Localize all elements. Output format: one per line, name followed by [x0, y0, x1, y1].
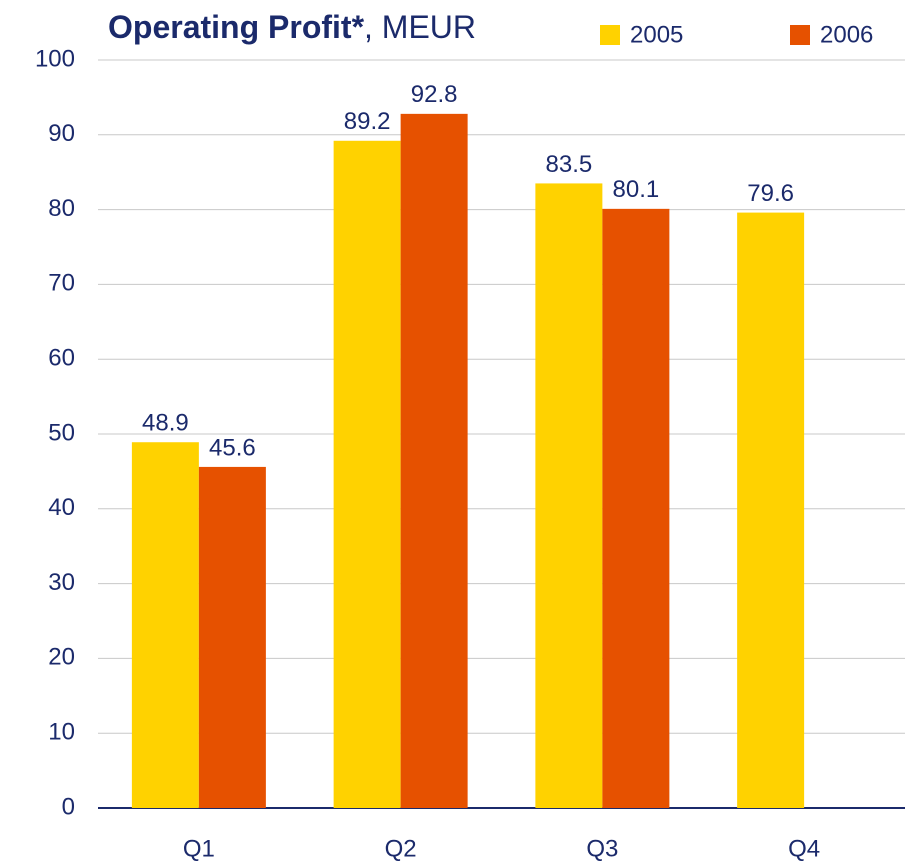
- x-tick-label: Q3: [586, 835, 618, 862]
- bar: [333, 140, 401, 808]
- value-label: 79.6: [747, 180, 794, 207]
- value-label: 83.5: [546, 151, 593, 178]
- y-tick-label: 60: [48, 345, 75, 372]
- bar: [737, 212, 805, 809]
- y-tick-label: 70: [48, 270, 75, 297]
- x-tick-label: Q1: [183, 835, 215, 862]
- y-tick-label: 10: [48, 719, 75, 746]
- chart-title: Operating Profit*, MEUR: [108, 9, 476, 45]
- bar: [400, 113, 468, 808]
- legend-label: 2006: [820, 21, 873, 48]
- value-label: 89.2: [344, 108, 391, 135]
- y-tick-label: 50: [48, 419, 75, 446]
- y-tick-label: 0: [62, 793, 75, 820]
- y-tick-label: 100: [35, 45, 75, 72]
- title-bold: Operating Profit*: [108, 9, 365, 45]
- bar: [535, 183, 603, 809]
- x-tick-label: Q4: [788, 835, 820, 862]
- legend-swatch: [600, 25, 620, 45]
- bar: [602, 208, 670, 809]
- x-tick-label: Q2: [385, 835, 417, 862]
- title-rest: , MEUR: [364, 9, 476, 45]
- bar: [198, 466, 266, 808]
- value-label: 80.1: [613, 176, 660, 203]
- value-label: 48.9: [142, 410, 189, 437]
- y-tick-label: 20: [48, 644, 75, 671]
- legend-label: 2005: [630, 21, 683, 48]
- legend-swatch: [790, 25, 810, 45]
- value-label: 45.6: [209, 434, 256, 461]
- value-label: 92.8: [411, 81, 458, 108]
- y-tick-label: 40: [48, 494, 75, 521]
- bar: [131, 442, 199, 808]
- y-tick-label: 90: [48, 120, 75, 147]
- y-tick-label: 80: [48, 195, 75, 222]
- y-tick-label: 30: [48, 569, 75, 596]
